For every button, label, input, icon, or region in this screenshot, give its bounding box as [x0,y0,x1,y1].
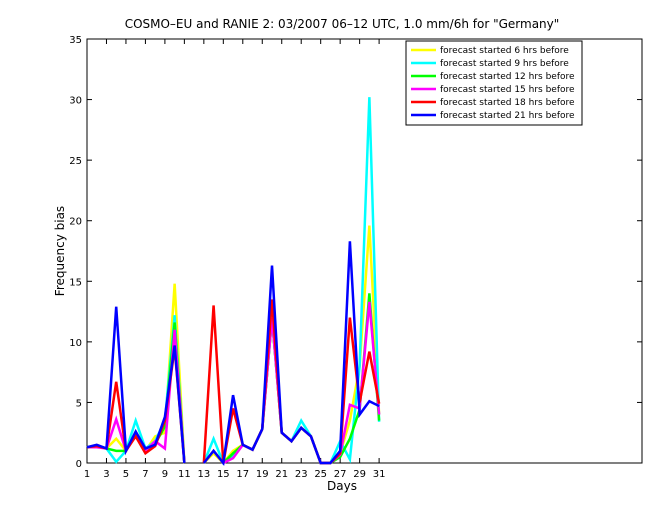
legend-label: forecast started 6 hrs before [440,46,569,56]
y-tick-label: 35 [69,35,82,46]
x-tick-label: 13 [197,469,210,480]
chart-title: COSMO–EU and RANIE 2: 03/2007 06–12 UTC,… [125,17,560,31]
y-tick-label: 15 [69,277,82,288]
y-tick-label: 30 [69,96,82,107]
x-axis-label: Days [327,479,357,493]
y-tick-label: 25 [69,156,82,167]
legend-label: forecast started 12 hrs before [440,72,575,82]
y-tick-label: 0 [76,459,82,470]
y-tick-label: 20 [69,217,82,228]
x-tick-label: 19 [256,469,269,480]
x-tick-label: 11 [178,469,191,480]
y-tick-label: 5 [76,398,82,409]
legend-label: forecast started 15 hrs before [440,85,575,95]
x-tick-label: 21 [275,469,288,480]
x-tick-label: 25 [314,469,327,480]
x-tick-label: 23 [295,469,308,480]
legend-box [405,40,583,126]
x-tick-label: 1 [84,469,90,480]
x-tick-label: 31 [373,469,386,480]
x-tick-label: 27 [334,469,347,480]
legend-label: forecast started 18 hrs before [440,98,575,108]
x-tick-label: 3 [103,469,109,480]
y-tick-label: 10 [69,338,82,349]
y-axis-label: Frequency bias [53,206,67,296]
x-tick-label: 9 [162,469,168,480]
plot-frame [86,38,643,464]
x-tick-label: 5 [123,469,129,480]
legend-label: forecast started 21 hrs before [440,111,575,121]
x-tick-label: 7 [142,469,148,480]
x-tick-label: 17 [236,469,249,480]
x-tick-label: 15 [217,469,230,480]
series-line [86,241,380,467]
x-tick-label: 29 [353,469,366,480]
legend-label: forecast started 9 hrs before [440,59,569,69]
